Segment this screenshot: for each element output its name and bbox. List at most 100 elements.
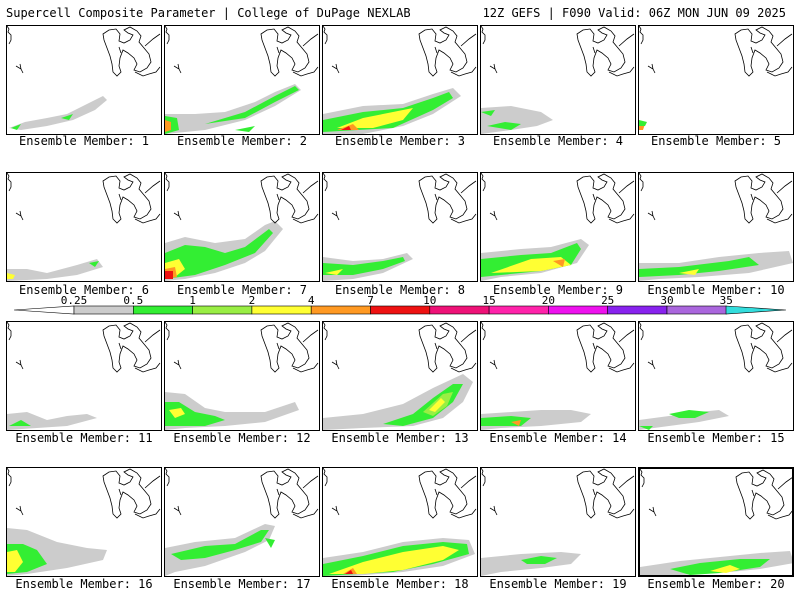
colorbar-bin xyxy=(488,305,549,315)
map-15 xyxy=(639,322,793,430)
map-9 xyxy=(481,173,635,281)
colorbar-bin xyxy=(251,305,312,315)
colorbar-right-arrow xyxy=(725,305,786,315)
scp-contour-fill xyxy=(165,120,171,132)
panel-label: Ensemble Member: 20 xyxy=(647,577,785,591)
colorbar-bin xyxy=(548,305,609,315)
colorbar-tick-label: 30 xyxy=(660,296,673,307)
map-4 xyxy=(481,26,635,134)
colorbar-bin xyxy=(370,305,431,315)
panel-label: Ensemble Member: 14 xyxy=(489,431,627,445)
scp-contour-fill xyxy=(9,96,107,130)
panel-label: Ensemble Member: 17 xyxy=(173,577,311,591)
colorbar-bin xyxy=(73,305,134,315)
map-13 xyxy=(323,322,477,430)
colorbar-bin xyxy=(666,305,727,315)
scp-contour-fill xyxy=(325,269,343,275)
scp-contour-fill xyxy=(710,565,740,573)
panel-label: Ensemble Member: 3 xyxy=(334,134,466,148)
ensemble-map-panel xyxy=(164,321,320,431)
scp-contour-fill xyxy=(11,124,21,130)
scp-contour-fill xyxy=(7,550,23,572)
panel-label: Ensemble Member: 10 xyxy=(647,283,785,297)
ensemble-map-panel xyxy=(480,25,636,135)
panel-label: Ensemble Member: 7 xyxy=(176,283,308,297)
scp-contour-fill xyxy=(265,538,275,548)
map-10 xyxy=(639,173,793,281)
scp-contour-fill xyxy=(669,410,709,418)
color-legend: 0.25 0.5 1 2 4 7 10 15 20 25 30 35 xyxy=(14,296,786,322)
scp-contour-fill xyxy=(679,269,699,275)
scp-contour-fill xyxy=(345,570,353,574)
panel-label: Ensemble Member: 19 xyxy=(489,577,627,591)
panel-label: Ensemble Member: 8 xyxy=(334,283,466,297)
scp-contour-fill xyxy=(337,108,413,128)
panel-label: Ensemble Member: 1 xyxy=(18,134,150,148)
scp-contour-fill xyxy=(7,259,103,281)
colorbar-bin xyxy=(192,305,253,315)
ensemble-map-panel xyxy=(638,172,794,282)
panel-label: Ensemble Member: 9 xyxy=(492,283,624,297)
map-6 xyxy=(7,173,161,281)
scp-contour-fill xyxy=(429,398,445,412)
scp-contour-fill xyxy=(61,114,73,120)
scp-contour-fill xyxy=(639,426,653,430)
ensemble-map-panel xyxy=(322,172,478,282)
ensemble-map-panel xyxy=(322,321,478,431)
scp-contour-fill xyxy=(639,120,647,126)
panel-label: Ensemble Member: 6 xyxy=(18,283,150,297)
colorbar-tick-label: 0.25 xyxy=(61,296,88,307)
colorbar-bin xyxy=(607,305,668,315)
panel-label: Ensemble Member: 18 xyxy=(331,577,469,591)
colorbar-tick-label: 7 xyxy=(367,296,374,307)
colorbar-tick-label: 2 xyxy=(249,296,256,307)
ensemble-map-panel xyxy=(6,25,162,135)
colorbar-tick-label: 25 xyxy=(601,296,614,307)
map-20 xyxy=(640,469,792,575)
scp-contour-fill xyxy=(481,106,553,134)
panel-label: Ensemble Member: 13 xyxy=(331,431,469,445)
scp-contour-fill xyxy=(487,122,521,130)
scp-contour-fill xyxy=(511,420,521,426)
ensemble-map-panel xyxy=(480,172,636,282)
scp-contour-fill xyxy=(491,257,571,273)
scp-contour-fill xyxy=(165,402,225,426)
panel-label: Ensemble Member: 2 xyxy=(176,134,308,148)
map-8 xyxy=(323,173,477,281)
colorbar-tick-label: 4 xyxy=(308,296,315,307)
run-valid-time: 12Z GEFS | F090 Valid: 06Z MON JUN 09 20… xyxy=(482,6,786,20)
map-11 xyxy=(7,322,161,430)
panel-label: Ensemble Member: 15 xyxy=(647,431,785,445)
scp-contour-fill xyxy=(341,126,351,130)
map-14 xyxy=(481,322,635,430)
scp-contour-fill xyxy=(7,273,15,279)
colorbar-tick-label: 1 xyxy=(189,296,196,307)
panel-label: Ensemble Member: 4 xyxy=(492,134,624,148)
panel-label: Ensemble Member: 16 xyxy=(15,577,153,591)
ensemble-map-panel xyxy=(6,321,162,431)
colorbar-tick-label: 10 xyxy=(423,296,436,307)
scp-contour-fill xyxy=(670,559,770,575)
colorbar-tick-label: 15 xyxy=(482,296,495,307)
scp-contour-fill xyxy=(9,420,31,426)
scp-contour-fill xyxy=(205,86,299,124)
ensemble-map-panel xyxy=(164,172,320,282)
scp-contour-fill xyxy=(89,261,99,267)
panel-label: Ensemble Member: 12 xyxy=(173,431,311,445)
scp-contour-fill xyxy=(329,546,459,574)
scp-contour-fill xyxy=(553,259,565,267)
colorbar-bin xyxy=(429,305,490,315)
scp-contour-fill xyxy=(639,257,759,277)
ensemble-map-panel xyxy=(638,25,794,135)
scp-contour-fill xyxy=(323,257,405,275)
colorbar-tick-label: 20 xyxy=(542,296,555,307)
panel-label: Ensemble Member: 11 xyxy=(15,431,153,445)
colorbar-bin xyxy=(310,305,371,315)
ensemble-map-panel xyxy=(6,172,162,282)
scp-contour-fill xyxy=(165,271,173,279)
map-19 xyxy=(481,468,635,576)
ensemble-map-panel xyxy=(480,321,636,431)
map-17 xyxy=(165,468,319,576)
ensemble-map-panel xyxy=(322,25,478,135)
colorbar-left-arrow xyxy=(14,305,75,315)
